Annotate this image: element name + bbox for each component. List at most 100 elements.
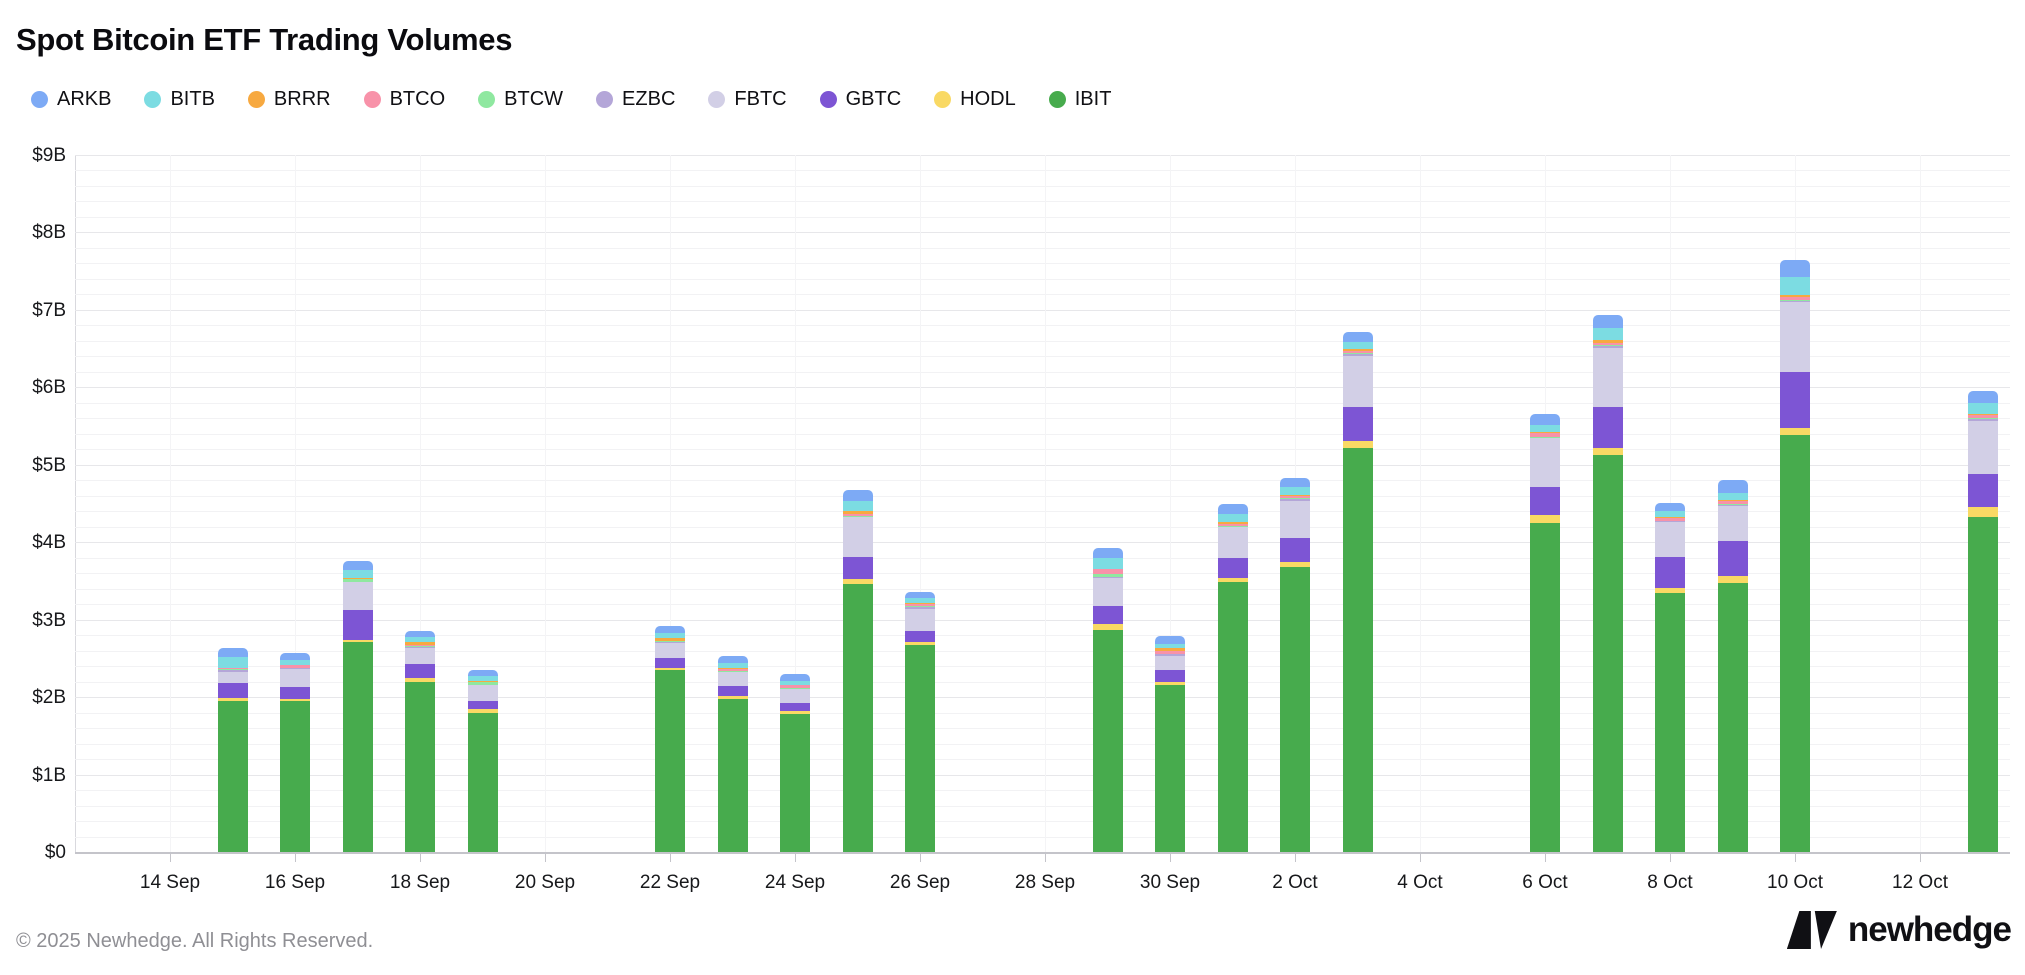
bar-segment-FBTC[interactable]	[1717, 505, 1748, 541]
bar-segment-FBTC[interactable]	[1280, 501, 1310, 538]
bar-segment-BRRR[interactable]	[467, 680, 498, 682]
bar-segment-BTCO[interactable]	[1530, 433, 1560, 437]
bar-segment-BTCO[interactable]	[280, 665, 310, 668]
bar-segment-FBTC[interactable]	[1217, 527, 1248, 559]
bar-segment-BITB[interactable]	[1780, 277, 1810, 296]
bar-30-Sep[interactable]	[1155, 635, 1185, 852]
bar-23-Sep[interactable]	[717, 656, 748, 852]
bar-segment-BTCO[interactable]	[842, 514, 873, 516]
bar-segment-BTCO[interactable]	[1967, 415, 1998, 419]
bar-segment-GBTC[interactable]	[1655, 556, 1685, 588]
bar-29-Sep[interactable]	[1092, 547, 1123, 852]
bar-segment-BRRR[interactable]	[1280, 494, 1310, 496]
bar-segment-ARKB[interactable]	[1217, 503, 1248, 515]
bar-segment-BTCW[interactable]	[842, 515, 873, 517]
bar-segment-BTCO[interactable]	[405, 645, 435, 646]
bar-segment-GBTC[interactable]	[1280, 537, 1310, 563]
bar-segment-BITB[interactable]	[1592, 328, 1623, 341]
bar-segment-BRRR[interactable]	[217, 667, 248, 669]
bar-segment-EZBC[interactable]	[1280, 498, 1310, 502]
bar-segment-GBTC[interactable]	[280, 686, 310, 699]
bar-segment-EZBC[interactable]	[1967, 419, 1998, 421]
bar-segment-HODL[interactable]	[1967, 507, 1998, 518]
bar-segment-BTCO[interactable]	[1717, 501, 1748, 505]
bar-segment-GBTC[interactable]	[655, 658, 685, 668]
bar-segment-BTCW[interactable]	[280, 667, 310, 669]
legend-item-BRRR[interactable]: BRRR	[247, 88, 331, 111]
bar-segment-EZBC[interactable]	[1530, 437, 1560, 439]
bar-segment-BITB[interactable]	[842, 501, 873, 512]
bar-segment-BRRR[interactable]	[1342, 349, 1373, 351]
bar-segment-BTCO[interactable]	[780, 685, 810, 688]
bar-segment-FBTC[interactable]	[1592, 347, 1623, 408]
bar-segment-BITB[interactable]	[717, 663, 748, 669]
legend-item-GBTC[interactable]: GBTC	[819, 88, 901, 111]
bar-segment-ARKB[interactable]	[1592, 315, 1623, 329]
bar-segment-BITB[interactable]	[1155, 643, 1185, 649]
bar-segment-BTCO[interactable]	[1280, 495, 1310, 499]
bar-segment-BITB[interactable]	[780, 680, 810, 685]
bar-segment-BITB[interactable]	[1342, 342, 1373, 350]
bar-15-Sep[interactable]	[217, 647, 248, 852]
bar-segment-BRRR[interactable]	[1217, 522, 1248, 524]
legend-item-EZBC[interactable]: EZBC	[596, 88, 675, 111]
bar-segment-BRRR[interactable]	[1655, 517, 1685, 519]
bar-segment-IBIT[interactable]	[717, 698, 748, 852]
bar-segment-EZBC[interactable]	[280, 668, 310, 670]
bar-segment-HODL[interactable]	[1217, 577, 1248, 583]
bar-9-Oct[interactable]	[1717, 480, 1748, 852]
bar-segment-GBTC[interactable]	[1217, 558, 1248, 578]
bar-segment-BITB[interactable]	[405, 636, 435, 643]
bar-segment-IBIT[interactable]	[1530, 522, 1560, 852]
bar-segment-FBTC[interactable]	[1967, 420, 1998, 475]
bar-segment-HODL[interactable]	[1530, 515, 1560, 523]
bar-segment-GBTC[interactable]	[905, 631, 935, 643]
bar-segment-BRRR[interactable]	[342, 577, 373, 579]
legend-item-HODL[interactable]: HODL	[934, 88, 1016, 111]
bar-segment-BITB[interactable]	[1217, 514, 1248, 523]
bar-segment-FBTC[interactable]	[280, 669, 310, 687]
bar-segment-FBTC[interactable]	[717, 672, 748, 687]
bar-segment-FBTC[interactable]	[842, 517, 873, 557]
bar-segment-FBTC[interactable]	[1092, 577, 1123, 606]
bar-segment-HODL[interactable]	[467, 709, 498, 713]
bar-segment-GBTC[interactable]	[467, 700, 498, 710]
legend-item-BTCO[interactable]: BTCO	[363, 88, 445, 111]
bar-segment-BRRR[interactable]	[1592, 340, 1623, 344]
bar-segment-BITB[interactable]	[1530, 424, 1560, 433]
bar-segment-BITB[interactable]	[1092, 557, 1123, 569]
bar-segment-BTCO[interactable]	[1342, 350, 1373, 354]
bar-segment-EZBC[interactable]	[1155, 654, 1185, 657]
bar-segment-BRRR[interactable]	[1155, 648, 1185, 651]
bar-segment-FBTC[interactable]	[1655, 522, 1685, 557]
bar-segment-EZBC[interactable]	[1592, 346, 1623, 348]
legend-item-BTCW[interactable]: BTCW	[478, 88, 563, 111]
bar-segment-BRRR[interactable]	[905, 603, 935, 605]
bar-segment-EZBC[interactable]	[1717, 505, 1748, 506]
bar-segment-GBTC[interactable]	[1967, 474, 1998, 508]
bar-segment-BTCW[interactable]	[1217, 525, 1248, 527]
bar-segment-EZBC[interactable]	[405, 646, 435, 648]
bar-segment-BTCW[interactable]	[467, 682, 498, 685]
bar-segment-ARKB[interactable]	[717, 656, 748, 664]
bar-segment-BTCO[interactable]	[717, 669, 748, 671]
bar-segment-FBTC[interactable]	[1342, 355, 1373, 408]
bar-segment-GBTC[interactable]	[780, 703, 810, 711]
legend-item-IBIT[interactable]: IBIT	[1048, 88, 1111, 111]
bar-segment-BTCO[interactable]	[1780, 297, 1810, 300]
bar-segment-EZBC[interactable]	[842, 516, 873, 518]
bar-19-Sep[interactable]	[467, 670, 498, 852]
bar-segment-BITB[interactable]	[1280, 487, 1310, 495]
bar-1-Oct[interactable]	[1217, 503, 1248, 853]
bar-segment-BTCO[interactable]	[342, 578, 373, 580]
bar-segment-BTCO[interactable]	[1092, 569, 1123, 574]
bar-segment-EZBC[interactable]	[1655, 521, 1685, 523]
bar-segment-ARKB[interactable]	[280, 652, 310, 660]
bar-segment-FBTC[interactable]	[905, 608, 935, 632]
bar-segment-IBIT[interactable]	[1342, 447, 1373, 852]
bar-segment-BRRR[interactable]	[1092, 568, 1123, 570]
bar-segment-IBIT[interactable]	[655, 669, 685, 852]
bar-segment-BRRR[interactable]	[280, 664, 310, 666]
bar-3-Oct[interactable]	[1342, 331, 1373, 852]
bar-segment-HODL[interactable]	[1155, 681, 1185, 685]
